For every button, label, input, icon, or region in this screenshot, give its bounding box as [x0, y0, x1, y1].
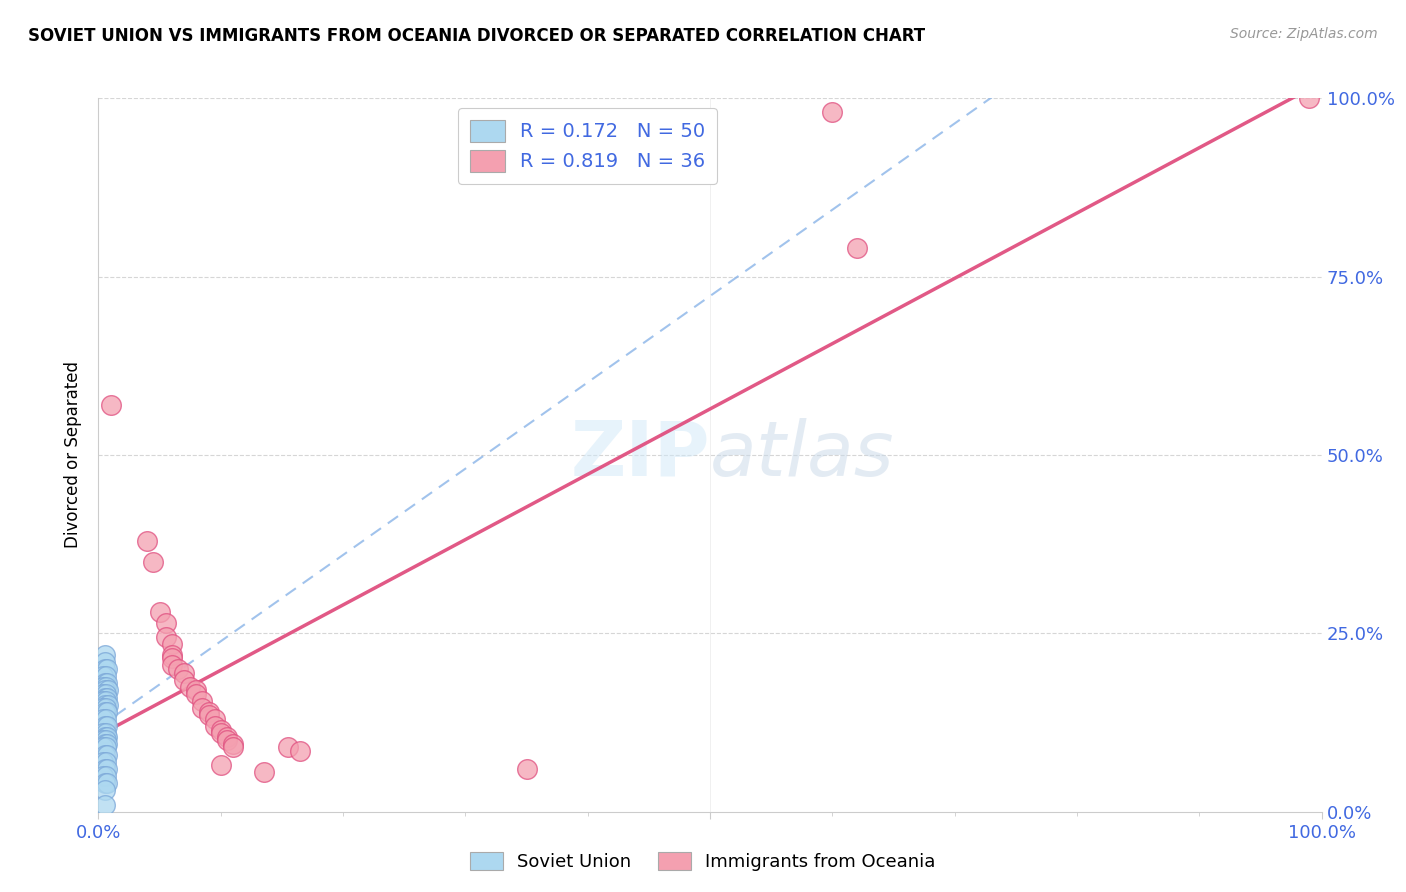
Point: [93, 730, 115, 744]
Point: [94, 712, 117, 726]
Point: [209, 723, 232, 737]
Point: [93, 747, 115, 762]
Legend: Soviet Union, Immigrants from Oceania: Soviet Union, Immigrants from Oceania: [463, 845, 943, 879]
Point: [96, 737, 118, 751]
Point: [209, 758, 232, 772]
Point: [91, 694, 114, 708]
Point: [91, 687, 114, 701]
Point: [515, 762, 537, 776]
Point: [91, 669, 114, 683]
Point: [149, 605, 172, 619]
Point: [204, 712, 226, 726]
Point: [136, 533, 159, 548]
Point: [160, 648, 183, 662]
Point: [93, 719, 115, 733]
Point: [191, 694, 214, 708]
Point: [173, 665, 195, 680]
Point: [93, 648, 115, 662]
Point: [160, 658, 183, 673]
Point: [100, 398, 122, 412]
Point: [197, 705, 219, 719]
Point: [94, 701, 117, 715]
Point: [186, 687, 208, 701]
Point: [96, 719, 118, 733]
Point: [222, 737, 245, 751]
Point: [845, 241, 868, 255]
Point: [160, 651, 183, 665]
Point: [821, 105, 844, 120]
Point: [96, 776, 118, 790]
Point: [93, 797, 115, 812]
Text: SOVIET UNION VS IMMIGRANTS FROM OCEANIA DIVORCED OR SEPARATED CORRELATION CHART: SOVIET UNION VS IMMIGRANTS FROM OCEANIA …: [28, 27, 925, 45]
Point: [94, 726, 117, 740]
Point: [91, 680, 114, 694]
Point: [97, 698, 120, 712]
Point: [215, 733, 238, 747]
Point: [91, 712, 114, 726]
Point: [93, 776, 115, 790]
Point: [93, 655, 115, 669]
Point: [91, 769, 114, 783]
Point: [93, 690, 115, 705]
Point: [91, 755, 114, 769]
Point: [1298, 91, 1320, 105]
Point: [93, 676, 115, 690]
Y-axis label: Divorced or Separated: Divorced or Separated: [65, 361, 83, 549]
Point: [94, 669, 117, 683]
Point: [96, 690, 118, 705]
Point: [222, 740, 245, 755]
Point: [186, 683, 208, 698]
Point: [93, 737, 115, 751]
Point: [94, 680, 117, 694]
Point: [93, 662, 115, 676]
Point: [96, 762, 118, 776]
Point: [252, 765, 274, 780]
Point: [93, 762, 115, 776]
Point: [290, 744, 312, 758]
Point: [93, 705, 115, 719]
Point: [204, 719, 226, 733]
Point: [96, 705, 118, 719]
Text: atlas: atlas: [710, 418, 894, 491]
Point: [197, 708, 219, 723]
Point: [94, 694, 117, 708]
Point: [215, 730, 238, 744]
Point: [96, 747, 118, 762]
Point: [91, 740, 114, 755]
Point: [91, 701, 114, 715]
Point: [96, 662, 118, 676]
Point: [94, 687, 117, 701]
Point: [94, 733, 117, 747]
Point: [142, 555, 165, 569]
Point: [93, 783, 115, 797]
Point: [191, 701, 214, 715]
Point: [94, 769, 117, 783]
Text: ZIP: ZIP: [571, 418, 710, 491]
Point: [167, 662, 190, 676]
Point: [96, 676, 118, 690]
Point: [91, 726, 114, 740]
Point: [94, 755, 117, 769]
Point: [209, 726, 232, 740]
Point: [179, 680, 201, 694]
Point: [155, 630, 177, 644]
Point: [277, 740, 299, 755]
Point: [94, 740, 117, 755]
Point: [93, 683, 115, 698]
Text: Source: ZipAtlas.com: Source: ZipAtlas.com: [1230, 27, 1378, 41]
Legend: R = 0.172   N = 50, R = 0.819   N = 36: R = 0.172 N = 50, R = 0.819 N = 36: [458, 108, 717, 184]
Point: [91, 733, 114, 747]
Point: [93, 698, 115, 712]
Point: [97, 683, 120, 698]
Point: [173, 673, 195, 687]
Point: [160, 637, 183, 651]
Point: [96, 730, 118, 744]
Point: [155, 615, 177, 630]
